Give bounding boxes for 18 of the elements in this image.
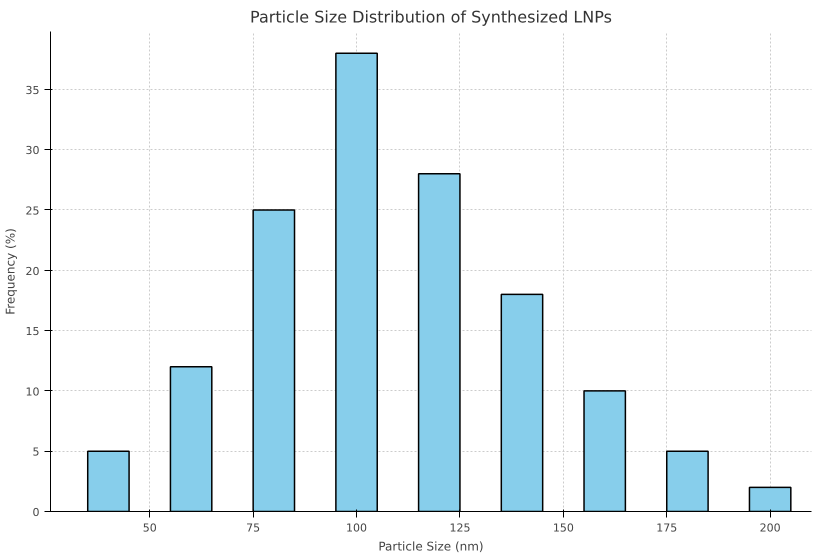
chart-title: Particle Size Distribution of Synthesized LNPs (250, 8, 612, 26)
x-tick-label: 100 (346, 522, 368, 534)
x-tick-label: 50 (142, 522, 157, 534)
y-tick-label: 10 (26, 385, 40, 398)
y-axis-title: Frequency (%) (4, 228, 18, 315)
y-tick-label: 15 (26, 325, 40, 338)
x-tick-label: 75 (246, 522, 260, 534)
x-tick-label: 200 (760, 522, 781, 534)
y-tick-label: 0 (32, 506, 40, 519)
x-tick-label: 175 (656, 522, 678, 534)
y-tick-label: 35 (26, 84, 40, 97)
y-tick-label: 5 (32, 446, 40, 459)
x-tick-label: 125 (449, 522, 470, 534)
y-tick-label: 25 (26, 204, 40, 218)
y-tick-label: 20 (26, 264, 40, 278)
x-axis-title: Particle Size (nm) (378, 540, 484, 554)
x-tick-label: 150 (552, 522, 574, 534)
y-tick-label: 30 (26, 144, 40, 158)
